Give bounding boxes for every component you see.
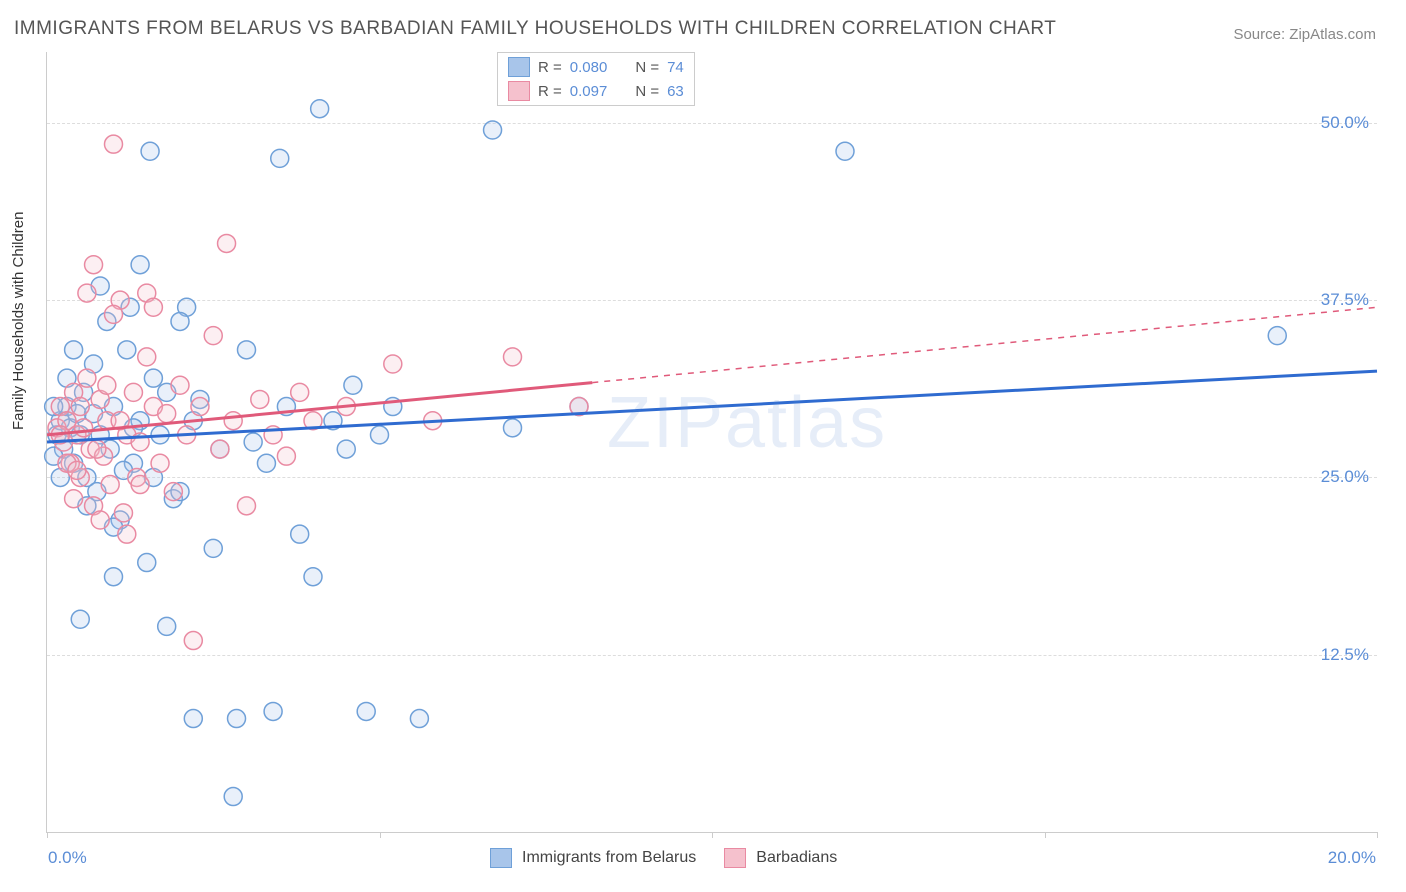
data-point xyxy=(131,256,149,274)
data-point xyxy=(78,284,96,302)
data-point xyxy=(218,234,236,252)
data-point xyxy=(271,149,289,167)
x-axis-max-label: 20.0% xyxy=(1328,848,1376,868)
data-point xyxy=(304,568,322,586)
legend-correlation: R = 0.080 N = 74 R = 0.097 N = 63 xyxy=(497,52,695,106)
data-point xyxy=(1268,327,1286,345)
data-point xyxy=(224,412,242,430)
data-point xyxy=(138,348,156,366)
data-point xyxy=(504,419,522,437)
legend-n-value: 74 xyxy=(667,59,684,76)
data-point xyxy=(158,405,176,423)
legend-swatch xyxy=(724,848,746,868)
trend-line xyxy=(47,371,1377,442)
data-point xyxy=(65,341,83,359)
legend-n-value: 63 xyxy=(667,83,684,100)
data-point xyxy=(144,369,162,387)
data-point xyxy=(244,433,262,451)
x-axis-min-label: 0.0% xyxy=(48,848,87,868)
data-point xyxy=(114,504,132,522)
data-point xyxy=(184,710,202,728)
legend-n-label: N = xyxy=(635,83,659,100)
data-point xyxy=(184,632,202,650)
data-point xyxy=(71,398,89,416)
data-point xyxy=(164,483,182,501)
data-point xyxy=(85,256,103,274)
data-point xyxy=(141,142,159,160)
data-point xyxy=(78,369,96,387)
data-point xyxy=(71,610,89,628)
legend-r-label: R = xyxy=(538,83,562,100)
data-point xyxy=(836,142,854,160)
data-point xyxy=(105,305,123,323)
data-point xyxy=(238,497,256,515)
source-label: Source: ZipAtlas.com xyxy=(1233,26,1376,43)
y-axis-label: Family Households with Children xyxy=(10,212,27,430)
data-point xyxy=(88,440,106,458)
legend-swatch xyxy=(490,848,512,868)
data-point xyxy=(251,390,269,408)
data-point xyxy=(191,398,209,416)
data-point xyxy=(257,454,275,472)
data-point xyxy=(118,525,136,543)
data-point xyxy=(204,327,222,345)
data-point xyxy=(171,376,189,394)
data-point xyxy=(337,440,355,458)
data-point xyxy=(291,525,309,543)
x-tick xyxy=(380,832,381,838)
legend-n-label: N = xyxy=(635,59,659,76)
legend-r-value: 0.080 xyxy=(570,59,608,76)
data-point xyxy=(311,100,329,118)
legend-series-label: Barbadians xyxy=(756,849,837,867)
legend-swatch xyxy=(508,81,530,101)
scatter-svg xyxy=(47,52,1377,832)
data-point xyxy=(211,440,229,458)
chart-title: IMMIGRANTS FROM BELARUS VS BARBADIAN FAM… xyxy=(14,18,1056,40)
plot-area: 12.5%25.0%37.5%50.0% ZIPatlas R = 0.080N… xyxy=(46,52,1377,833)
data-point xyxy=(484,121,502,139)
data-point xyxy=(238,341,256,359)
trend-line-dashed xyxy=(592,307,1377,382)
legend-r-label: R = xyxy=(538,59,562,76)
data-point xyxy=(131,476,149,494)
x-tick xyxy=(1045,832,1046,838)
legend-r-value: 0.097 xyxy=(570,83,608,100)
data-point xyxy=(144,298,162,316)
data-point xyxy=(224,788,242,806)
data-point xyxy=(65,490,83,508)
data-point xyxy=(228,710,246,728)
data-point xyxy=(504,348,522,366)
data-point xyxy=(371,426,389,444)
data-point xyxy=(118,341,136,359)
legend-swatch xyxy=(508,57,530,77)
x-tick xyxy=(1377,832,1378,838)
data-point xyxy=(105,135,123,153)
legend-row: R = 0.080 N = 74 xyxy=(498,55,694,79)
legend-row: R = 0.097 N = 63 xyxy=(498,79,694,103)
data-point xyxy=(384,355,402,373)
data-point xyxy=(158,617,176,635)
legend-series-label: Immigrants from Belarus xyxy=(522,849,696,867)
data-point xyxy=(124,383,142,401)
data-point xyxy=(151,454,169,472)
x-tick xyxy=(47,832,48,838)
data-point xyxy=(357,702,375,720)
data-point xyxy=(98,376,116,394)
data-point xyxy=(344,376,362,394)
legend-series: Immigrants from Belarus Barbadians xyxy=(490,848,855,868)
data-point xyxy=(204,539,222,557)
data-point xyxy=(410,710,428,728)
data-point xyxy=(264,702,282,720)
data-point xyxy=(291,383,309,401)
data-point xyxy=(75,419,93,437)
data-point xyxy=(138,554,156,572)
data-point xyxy=(277,447,295,465)
data-point xyxy=(101,476,119,494)
data-point xyxy=(91,511,109,529)
data-point xyxy=(68,461,86,479)
x-tick xyxy=(712,832,713,838)
data-point xyxy=(105,568,123,586)
data-point xyxy=(171,312,189,330)
